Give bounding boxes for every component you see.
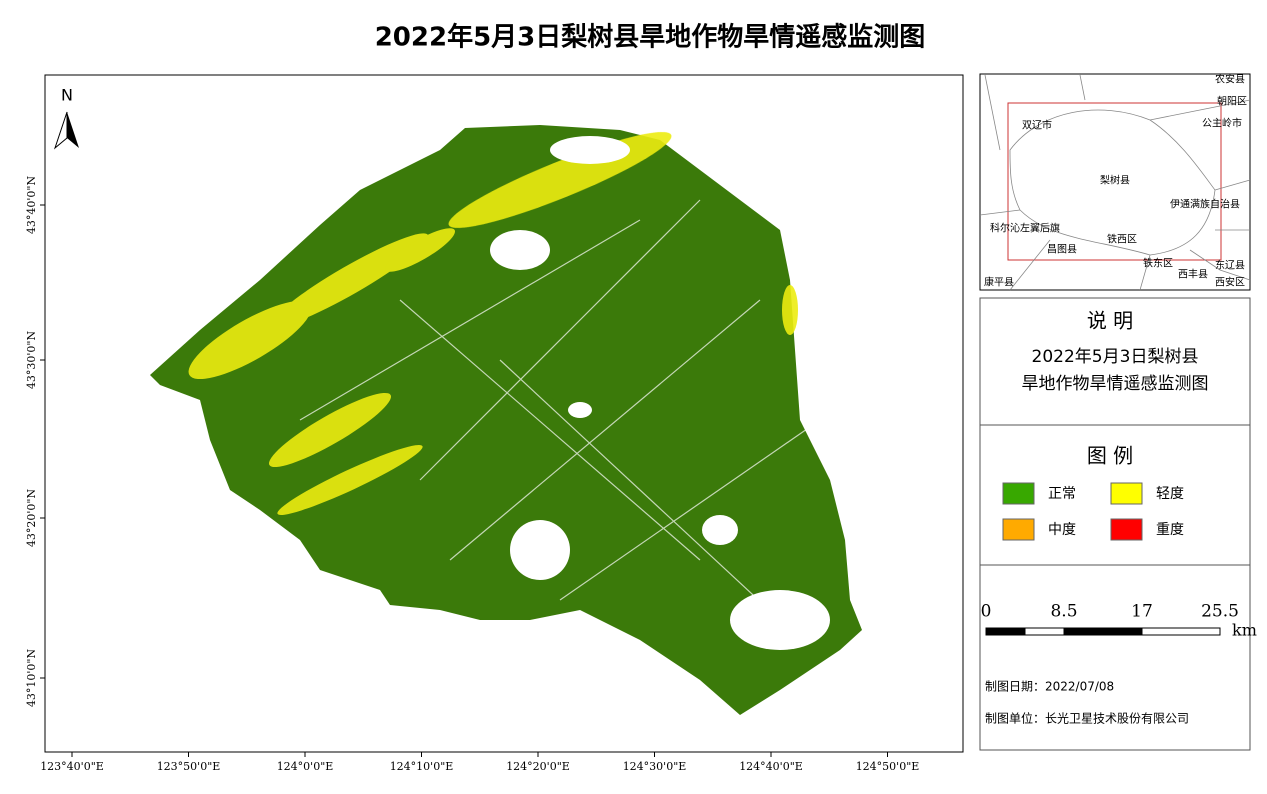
inset-extent (1007, 102, 1222, 261)
legend-swatch (1110, 482, 1143, 505)
scale-segment (985, 627, 1026, 636)
place-label: 农安县 (1215, 73, 1245, 86)
scale-tick-label: 17 (1131, 602, 1153, 622)
scale-tick-label: 0 (981, 602, 992, 622)
lon-label: 124°50'0"E (856, 760, 920, 773)
legend-label: 轻度 (1156, 486, 1184, 502)
place-label: 梨树县 (1100, 174, 1130, 187)
legend-swatch (1110, 518, 1143, 541)
scale-tick-label: 25.5 (1201, 602, 1239, 622)
description-line: 2022年5月3日梨树县 (1032, 347, 1199, 367)
description-panel (979, 297, 1251, 426)
north-label: N (61, 86, 73, 105)
place-label: 西丰县 (1178, 268, 1208, 281)
map-producer: 制图单位：长光卫星技术股份有限公司 (985, 711, 1189, 726)
inset-boundaries (979, 74, 1251, 291)
place-label: 铁西区 (1107, 233, 1137, 246)
title: 2022年5月3日梨树县旱地作物旱情遥感监测图 (375, 22, 926, 53)
legend-label: 正常 (1048, 486, 1076, 502)
scale-segment (1141, 627, 1221, 636)
scale-segment (1063, 627, 1143, 636)
inset-frame (979, 73, 1251, 291)
lon-label: 123°50'0"E (157, 760, 221, 773)
place-label: 铁东区 (1143, 257, 1173, 270)
place-label: 双辽市 (1022, 119, 1052, 132)
legend-label: 中度 (1048, 522, 1076, 538)
legend-label: 重度 (1156, 522, 1184, 538)
lon-label: 124°30'0"E (623, 760, 687, 773)
place-label: 伊通满族自治县 (1170, 198, 1240, 211)
scale-segment (1024, 627, 1065, 636)
lat-label: 43°20'0"N (25, 489, 38, 548)
lon-label: 123°40'0"E (40, 760, 104, 773)
lat-label: 43°40'0"N (25, 176, 38, 235)
place-label: 公主岭市 (1202, 117, 1242, 130)
place-label: 昌图县 (1047, 244, 1077, 256)
place-label: 康平县 (984, 276, 1014, 289)
lat-label: 43°10'0"N (25, 649, 38, 708)
place-label: 西安区 (1215, 276, 1245, 289)
info-panel (979, 564, 1251, 751)
place-label: 东辽县 (1215, 259, 1245, 272)
lon-label: 124°10'0"E (390, 760, 454, 773)
lon-label: 124°40'0"E (739, 760, 803, 773)
north-arrow: N (53, 86, 79, 150)
scale-unit: km (1232, 621, 1257, 640)
county-area (150, 125, 862, 715)
place-label: 朝阳区 (1217, 96, 1247, 108)
scale-tick-label: 8.5 (1050, 602, 1077, 622)
legend-swatch (1002, 518, 1035, 541)
lon-label: 124°0'0"E (277, 760, 334, 773)
place-label: 科尔沁左翼后旗 (990, 222, 1060, 235)
legend-swatch (1002, 482, 1035, 505)
map-date: 制图日期：2022/07/08 (985, 680, 1114, 694)
lon-label: 124°20'0"E (506, 760, 570, 773)
lat-label: 43°30'0"N (25, 331, 38, 390)
description-heading: 说 明 (1087, 309, 1133, 333)
legend-title: 图 例 (1087, 444, 1133, 468)
roads (299, 199, 821, 621)
description-line: 旱地作物旱情遥感监测图 (1022, 374, 1209, 394)
county-map (150, 125, 862, 715)
